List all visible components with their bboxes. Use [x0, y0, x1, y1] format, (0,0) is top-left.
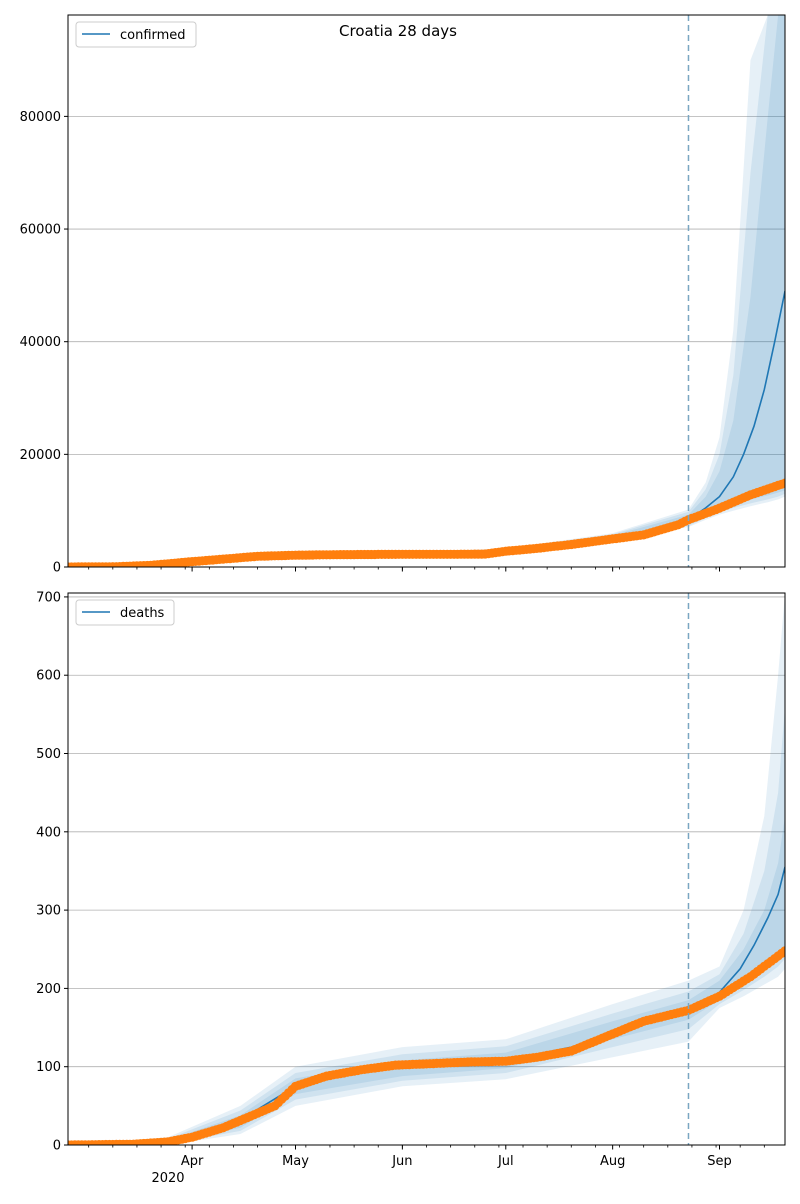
confirmed-band-2	[68, 15, 785, 567]
deaths-y-tick-label: 500	[36, 747, 61, 762]
deaths-y-tick-label: 0	[53, 1139, 61, 1154]
confirmed-observed-point	[780, 478, 785, 488]
deaths-observed-points	[68, 946, 785, 1145]
confirmed-uncertainty-bands	[68, 15, 785, 567]
deaths-y-tick-label: 600	[36, 669, 61, 684]
deaths-y-tick-label: 200	[36, 982, 61, 997]
confirmed-y-tick-label: 0	[53, 561, 61, 576]
confirmed-y-tick-label: 60000	[20, 223, 61, 238]
deaths-x-tick-label: Sep	[707, 1154, 732, 1169]
deaths-y-axis: 0 100 200 300 400 500 600 700	[36, 590, 68, 1154]
deaths-x-axis: Apr May Jun Jul Aug Sep	[88, 1145, 765, 1169]
deaths-observed-point	[780, 946, 785, 956]
deaths-band-2	[68, 593, 785, 1145]
deaths-legend-label: deaths	[120, 606, 165, 621]
confirmed-observed-points	[68, 478, 785, 567]
deaths-band-0	[68, 816, 785, 1145]
confirmed-grid	[68, 115, 785, 455]
confirmed-y-tick-label: 40000	[20, 335, 61, 350]
confirmed-panel: 0 20000 40000 60000 80000 confirmed	[20, 14, 786, 576]
confirmed-band-1	[68, 15, 785, 567]
confirmed-band-0	[68, 15, 785, 567]
deaths-legend-box	[75, 599, 175, 626]
deaths-panel: 0 100 200 300 400 500 600 700 Apr May Jun Jul Aug Se…	[36, 590, 786, 1169]
confirmed-legend-label: confirmed	[120, 28, 186, 43]
deaths-legend: deaths	[75, 599, 175, 626]
deaths-x-tick-label: Jul	[497, 1154, 514, 1169]
confirmed-y-axis: 0 20000 40000 60000 80000	[20, 110, 68, 576]
confirmed-axes-frame	[67, 14, 786, 568]
deaths-x-tick-label: Apr	[181, 1154, 204, 1169]
deaths-x-tick-label: Aug	[600, 1154, 625, 1169]
confirmed-legend-box	[75, 21, 197, 48]
deaths-y-tick-label: 400	[36, 825, 61, 840]
confirmed-y-tick-label: 20000	[20, 448, 61, 463]
deaths-grid	[68, 596, 785, 1068]
deaths-y-tick-label: 300	[36, 904, 61, 919]
figure-title: Croatia 28 days	[339, 22, 457, 40]
confirmed-y-tick-label: 80000	[20, 110, 61, 125]
confirmed-x-axis	[88, 567, 765, 572]
deaths-x-tick-label: May	[282, 1154, 309, 1169]
confirmed-legend: confirmed	[75, 21, 197, 48]
x-axis-year-label: 2020	[151, 1171, 184, 1186]
deaths-x-tick-label: Jun	[391, 1154, 412, 1169]
deaths-y-tick-label: 100	[36, 1060, 61, 1075]
deaths-y-tick-label: 700	[36, 590, 61, 605]
